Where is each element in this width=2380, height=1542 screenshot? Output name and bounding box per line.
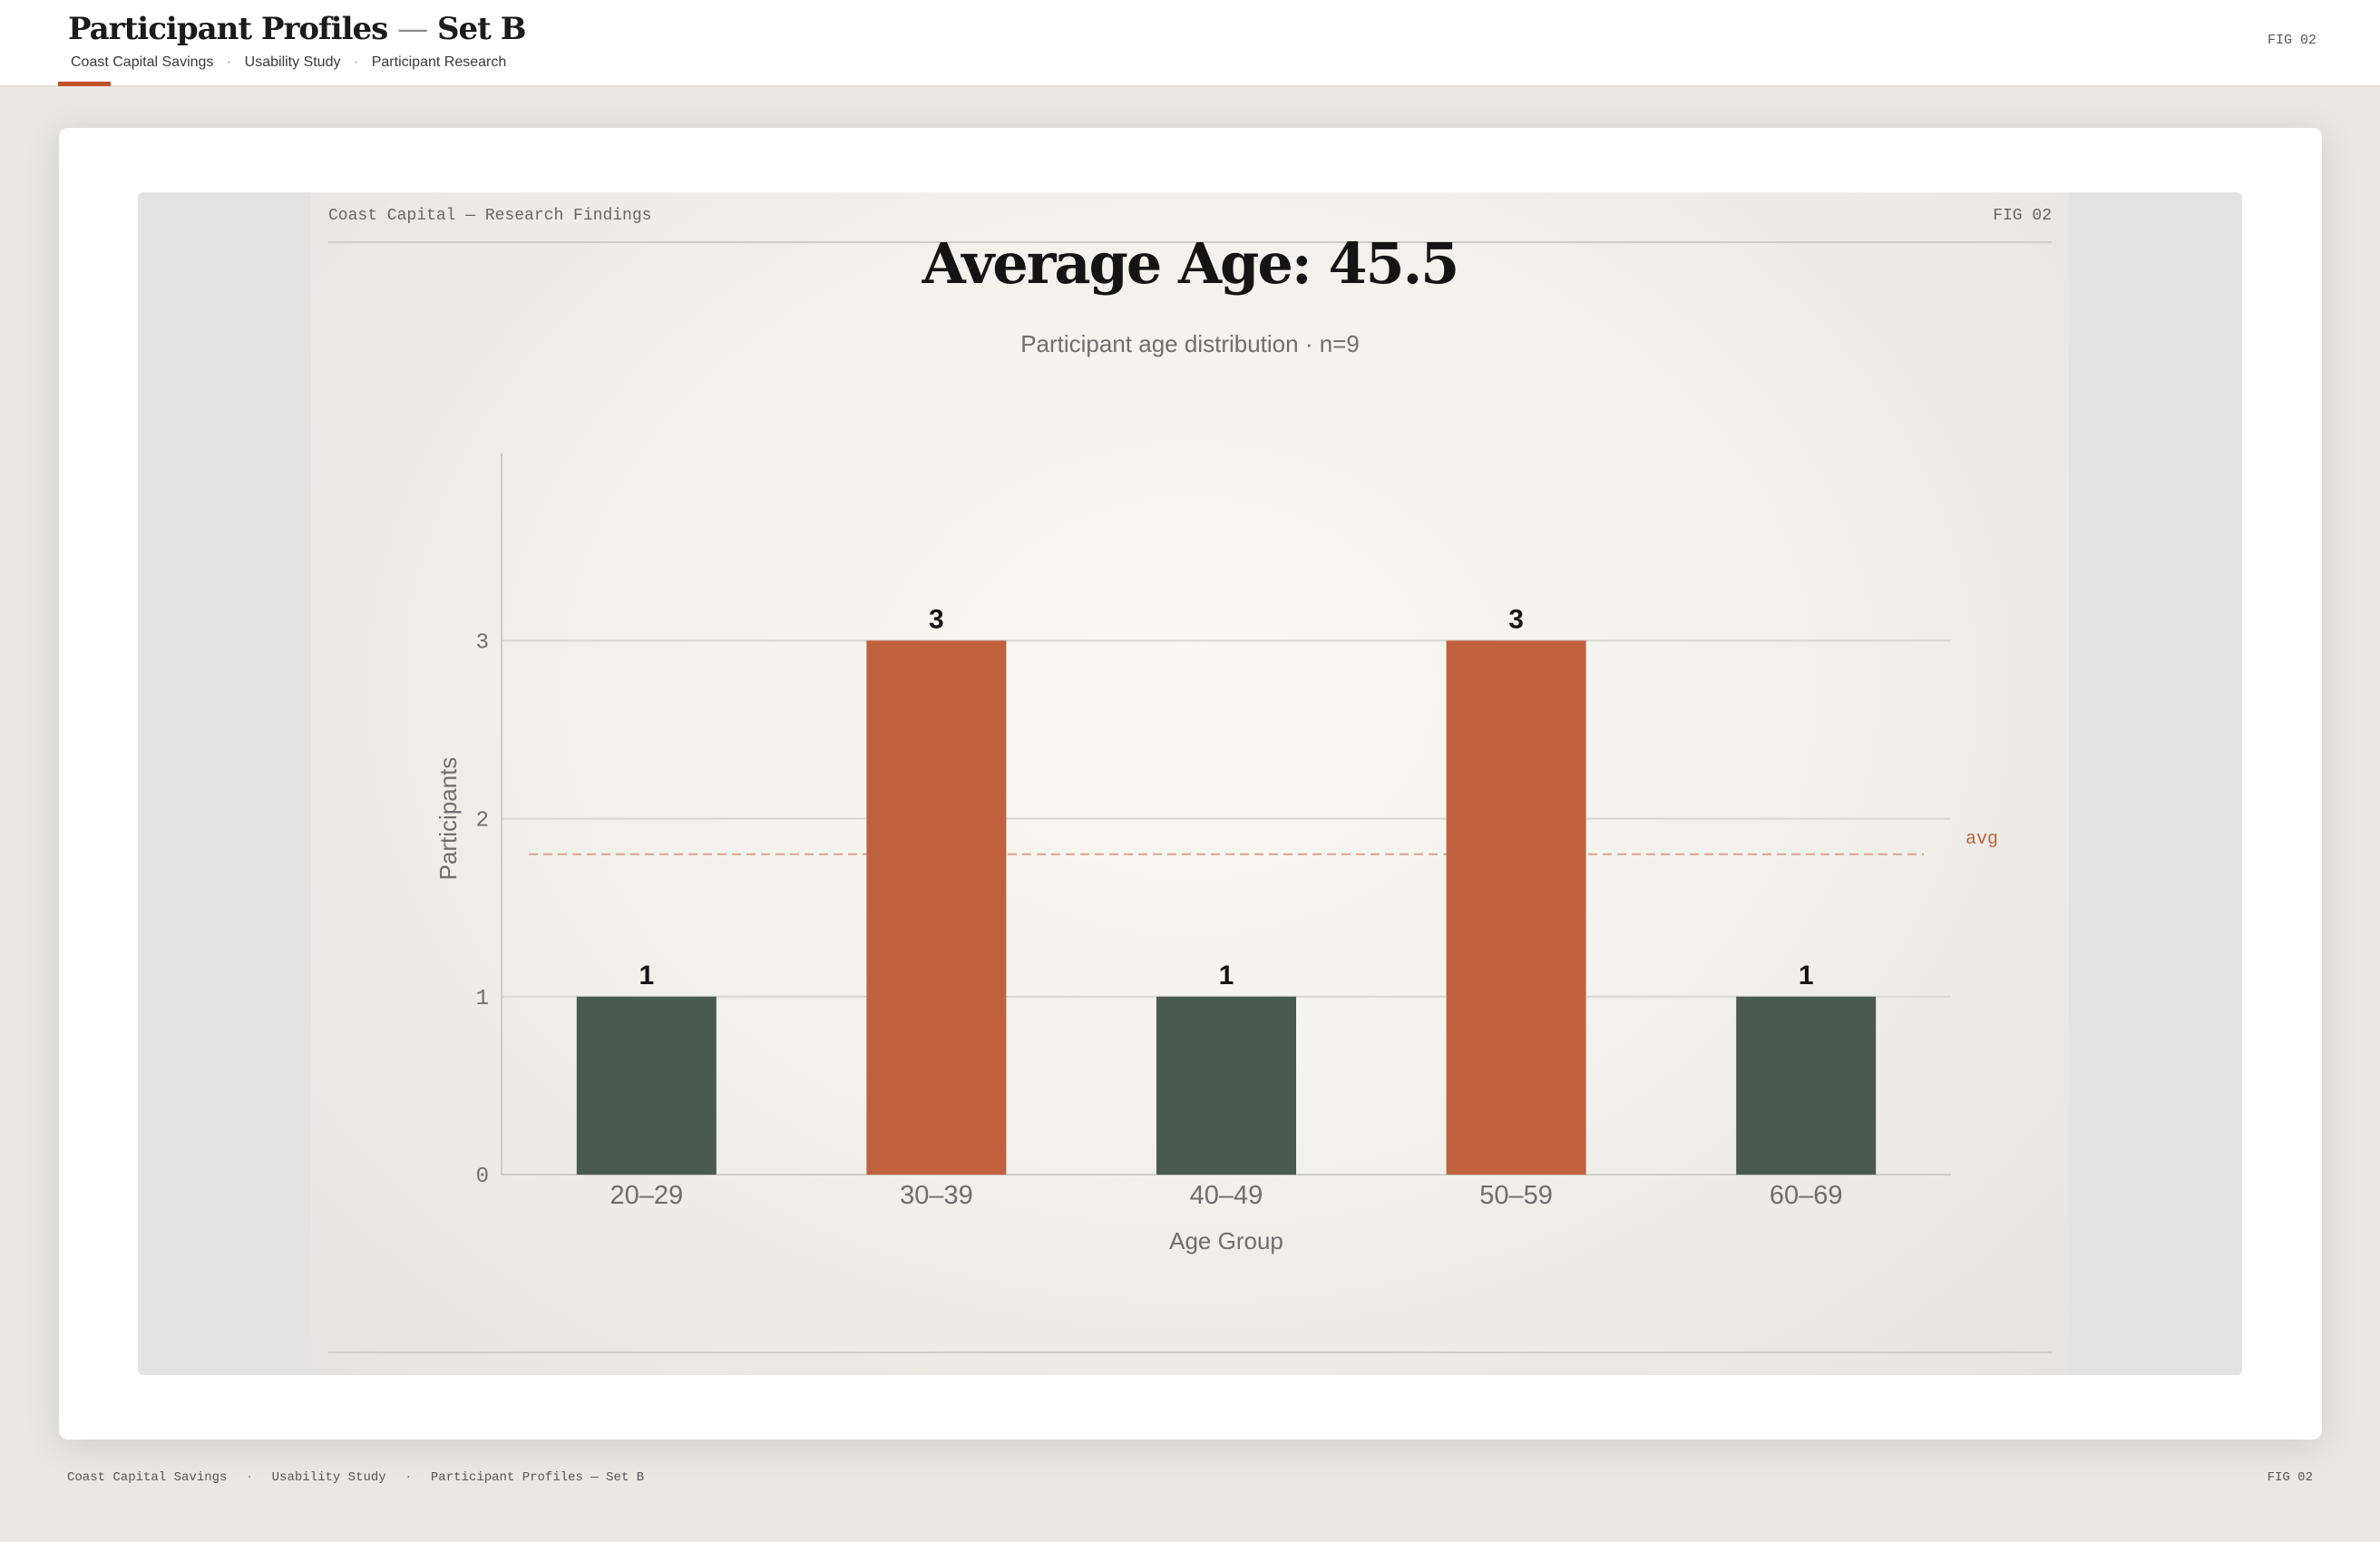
x-tick-label: 60–69	[1770, 1181, 1843, 1210]
top-header-bar: Participant Profiles — Set B Coast Capit…	[0, 0, 2380, 87]
y-tick-label: 1	[476, 987, 489, 1011]
bar-value-label: 1	[639, 961, 654, 991]
breadcrumb-item-study[interactable]: Usability Study	[244, 54, 341, 70]
footer-separator: ·	[405, 1470, 413, 1485]
header-accent-bar	[58, 82, 111, 86]
breadcrumb-item-research[interactable]: Participant Research	[371, 54, 507, 70]
x-tick-label: 50–59	[1479, 1181, 1553, 1210]
breadcrumb-separator: ·	[226, 54, 232, 70]
y-tick-label: 0	[476, 1165, 489, 1189]
page-title: Participant Profiles — Set B	[68, 11, 526, 47]
page-title-text: Participant Profiles	[68, 11, 388, 47]
slide-top-rule	[328, 241, 2052, 243]
figure-label: FIG 02	[2267, 33, 2317, 48]
breadcrumb-separator: ·	[353, 54, 359, 70]
bar-value-label: 1	[1799, 961, 1814, 991]
page-title-dash: —	[397, 11, 428, 47]
bar-30–39	[866, 640, 1007, 1175]
y-tick-label: 2	[476, 809, 489, 834]
page-title-suffix: Set B	[436, 11, 526, 47]
footer-item-page: Participant Profiles — Set B	[430, 1470, 645, 1485]
footer-separator: ·	[245, 1470, 254, 1485]
y-tick-label: 3	[476, 630, 489, 655]
slide-bottom-rule	[328, 1352, 2052, 1353]
bar-40–49	[1156, 996, 1296, 1175]
bar-value-label: 3	[1508, 604, 1524, 634]
bar-50–59	[1446, 640, 1586, 1175]
x-tick-label: 30–39	[900, 1181, 973, 1210]
slide-header-fig: FIG 02	[1993, 207, 2052, 225]
slide	[311, 192, 2069, 1375]
bar-value-label: 3	[929, 604, 944, 634]
footer-figure-label: FIG 02	[2267, 1470, 2313, 1485]
x-axis-title: Age Group	[1169, 1227, 1283, 1254]
breadcrumb-item-org[interactable]: Coast Capital Savings	[71, 54, 214, 70]
x-tick-label: 20–29	[610, 1181, 683, 1210]
footer-item-org: Coast Capital Savings	[67, 1470, 228, 1485]
x-tick-label: 40–49	[1190, 1181, 1263, 1210]
bar-chart: 0 1 2 3 avg 1 20–29 3 30–39 1 40–49 3 50–59 1 60–69 Age…	[434, 454, 1998, 1254]
chart-subtitle: Participant age distribution · n=9	[1020, 330, 1360, 357]
chart-title: Average Age: 45.5	[922, 230, 1460, 297]
breadcrumb: Coast Capital Savings · Usability Study …	[71, 54, 506, 71]
bar-20–29	[576, 996, 717, 1175]
y-axis-title: Participants	[434, 757, 462, 881]
footer-item-study: Usability Study	[271, 1470, 386, 1485]
average-line-label: avg	[1965, 829, 1998, 850]
bar-value-label: 1	[1219, 961, 1234, 991]
slide-header-source: Coast Capital — Research Findings	[328, 207, 652, 225]
bar-60–69	[1736, 996, 1877, 1175]
footer-breadcrumb: Coast Capital Savings · Usability Study …	[67, 1470, 644, 1485]
